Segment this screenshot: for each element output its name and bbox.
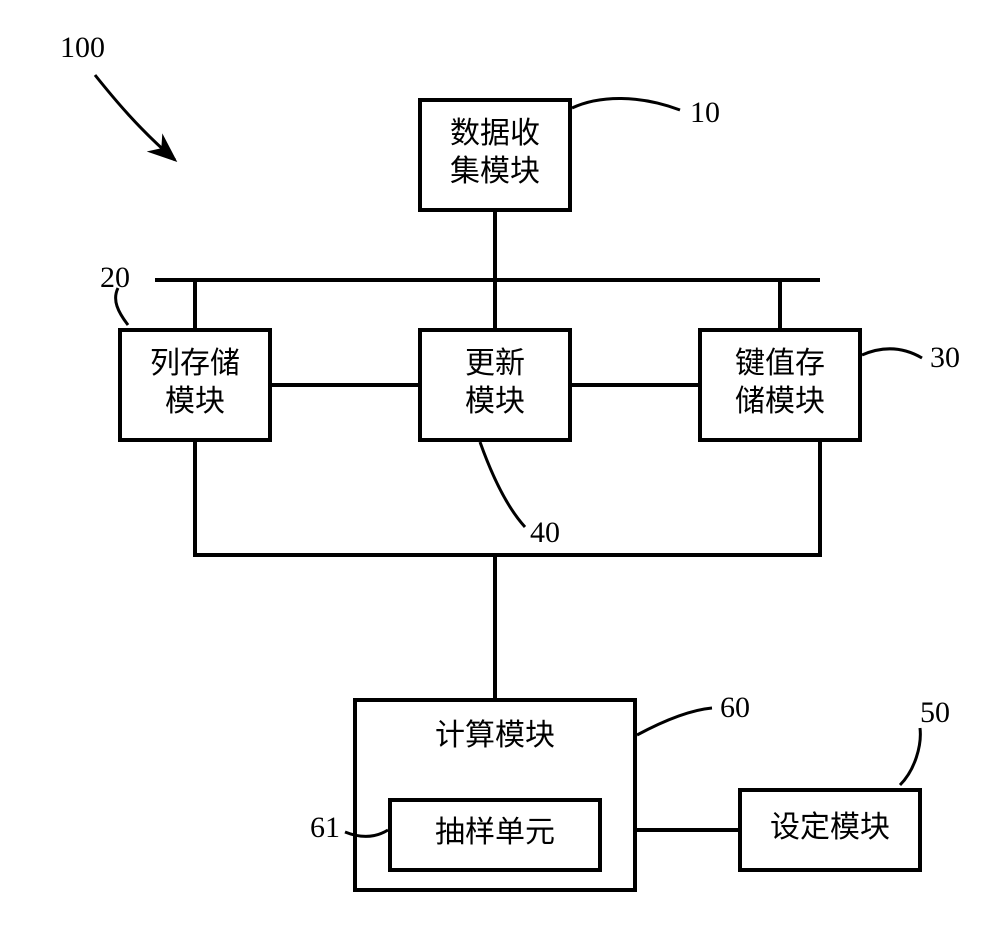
- node-n61-text-0: 抽样单元: [435, 816, 555, 849]
- node-n60-title: 计算模块: [435, 719, 555, 752]
- node-n30-text-1: 储模块: [735, 385, 825, 418]
- node-n61: 抽样单元: [390, 800, 600, 870]
- node-n10: 数据收集模块: [420, 100, 570, 210]
- node-n20-text-0: 列存储: [150, 347, 240, 380]
- node-n20-text-1: 模块: [165, 385, 225, 418]
- ref-label-60: 60: [720, 691, 750, 724]
- node-n50: 设定模块: [740, 790, 920, 870]
- system-flowchart: 数据收集模块列存储模块更新模块键值存储模块抽样单元设定模块计算模块1001020…: [0, 0, 1000, 940]
- node-n40-text-1: 模块: [465, 385, 525, 418]
- ref-label-10: 10: [690, 96, 720, 129]
- node-n10-text-1: 集模块: [450, 155, 540, 188]
- ref-label-20: 20: [100, 261, 130, 294]
- node-n50-text-0: 设定模块: [770, 811, 890, 844]
- node-n30-text-0: 键值存: [735, 347, 825, 380]
- figure-label-100: 100: [60, 31, 105, 64]
- node-n20: 列存储模块: [120, 330, 270, 440]
- node-n10-text-0: 数据收: [450, 117, 540, 150]
- node-n40-text-0: 更新: [465, 347, 525, 380]
- ref-label-50: 50: [920, 696, 950, 729]
- node-n40: 更新模块: [420, 330, 570, 440]
- ref-label-61: 61: [310, 811, 340, 844]
- ref-label-40: 40: [530, 516, 560, 549]
- node-n30: 键值存储模块: [700, 330, 860, 440]
- ref-label-30: 30: [930, 341, 960, 374]
